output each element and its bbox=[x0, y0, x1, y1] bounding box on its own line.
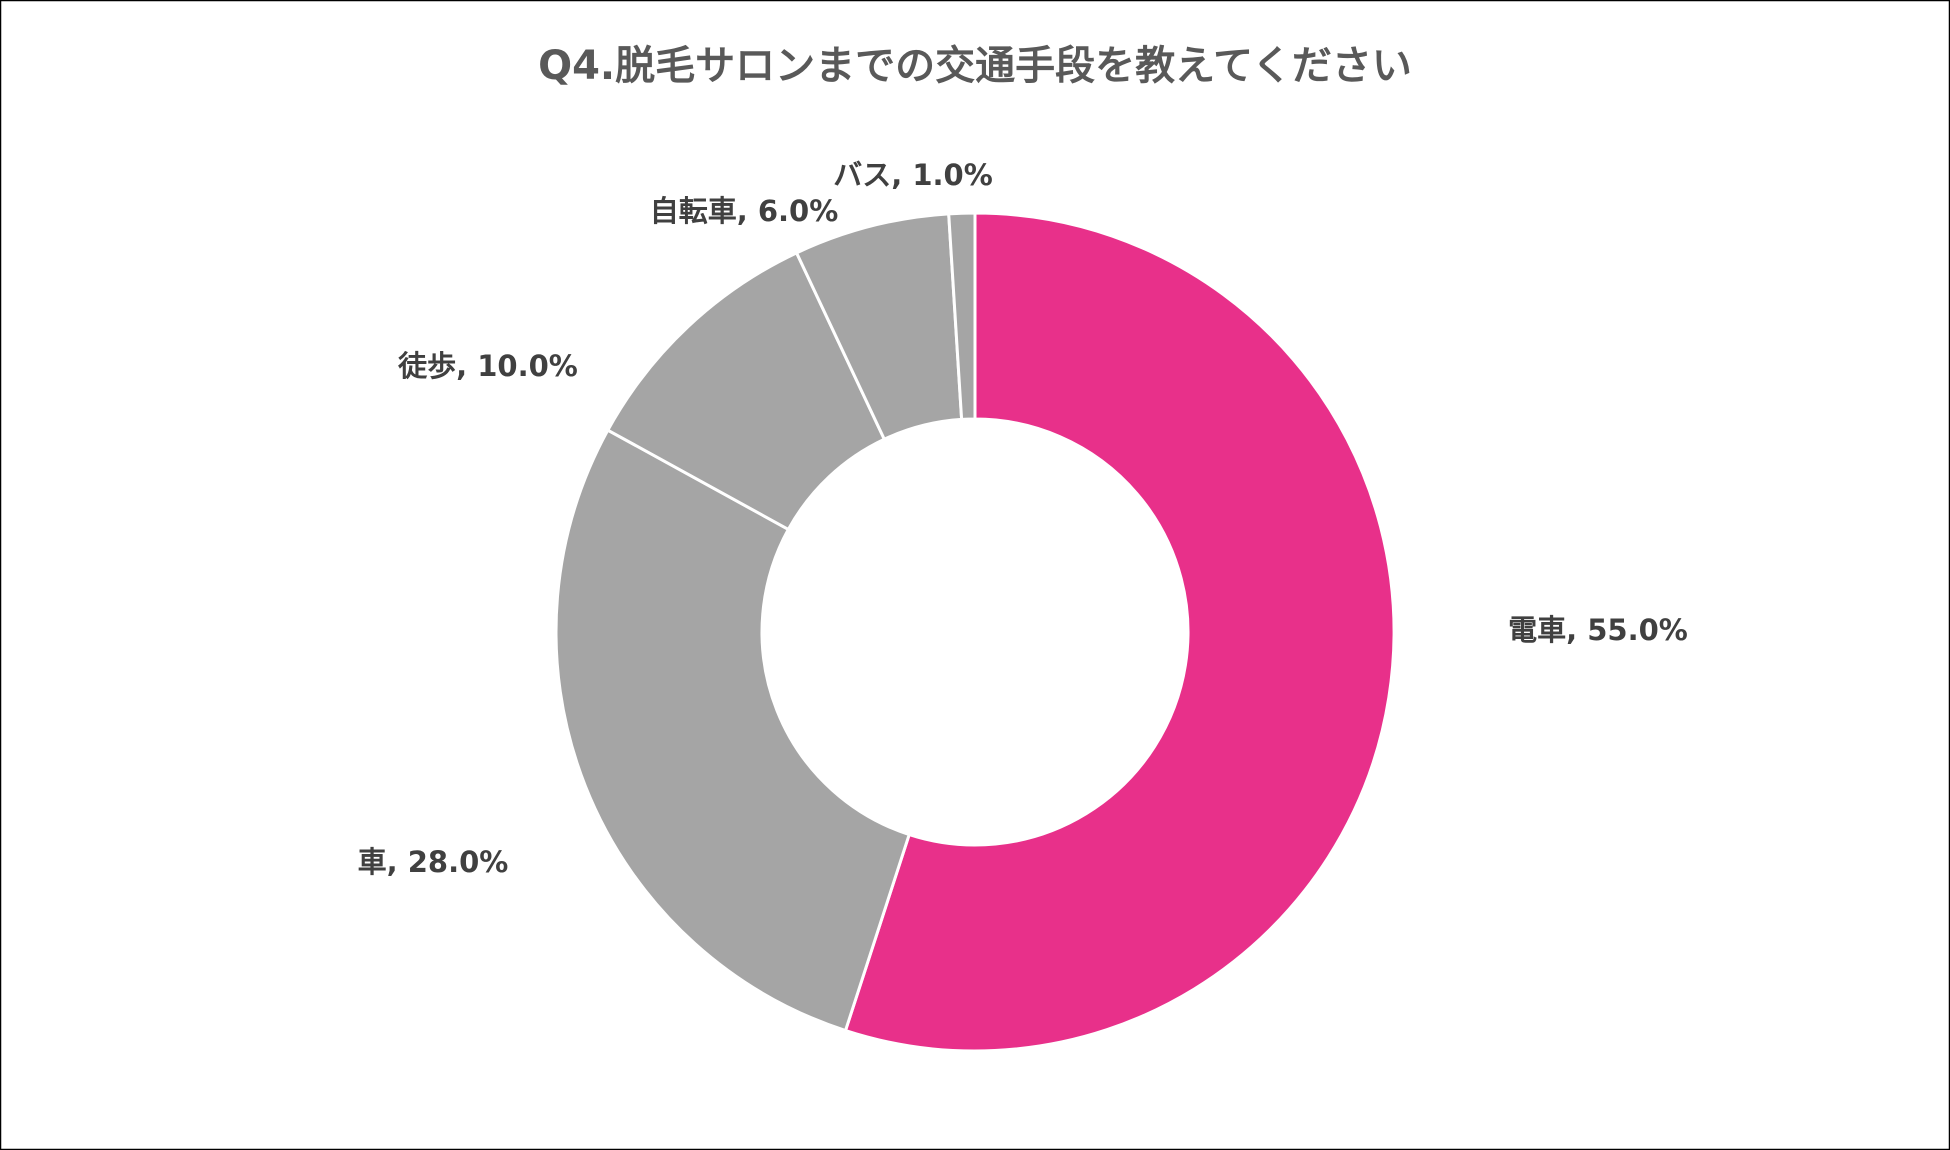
data-label: バス, 1.0% bbox=[833, 158, 993, 192]
donut-slice bbox=[947, 211, 977, 422]
data-label: 車, 28.0% bbox=[358, 845, 509, 879]
donut-slice bbox=[554, 428, 912, 1033]
data-label: 自転車, 6.0% bbox=[650, 194, 839, 228]
chart-title: Q4.脱毛サロンまでの交通手段を教えてください bbox=[538, 43, 1412, 89]
data-label: 徒歩, 10.0% bbox=[397, 349, 578, 383]
donut-slice bbox=[843, 211, 1396, 1053]
data-label: 電車, 55.0% bbox=[1508, 613, 1688, 647]
